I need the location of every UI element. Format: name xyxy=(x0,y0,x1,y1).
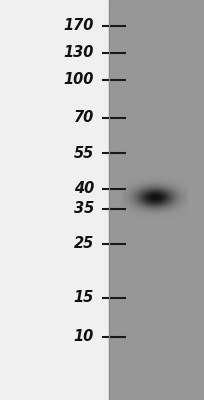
Bar xyxy=(109,0,204,400)
Text: 100: 100 xyxy=(63,72,94,88)
Text: 35: 35 xyxy=(74,201,94,216)
Text: 130: 130 xyxy=(63,45,94,60)
Text: 25: 25 xyxy=(74,236,94,252)
Text: 70: 70 xyxy=(74,110,94,126)
Text: 170: 170 xyxy=(63,18,94,34)
Text: 55: 55 xyxy=(74,146,94,161)
Text: 15: 15 xyxy=(74,290,94,306)
Text: 40: 40 xyxy=(74,181,94,196)
Text: 10: 10 xyxy=(74,329,94,344)
